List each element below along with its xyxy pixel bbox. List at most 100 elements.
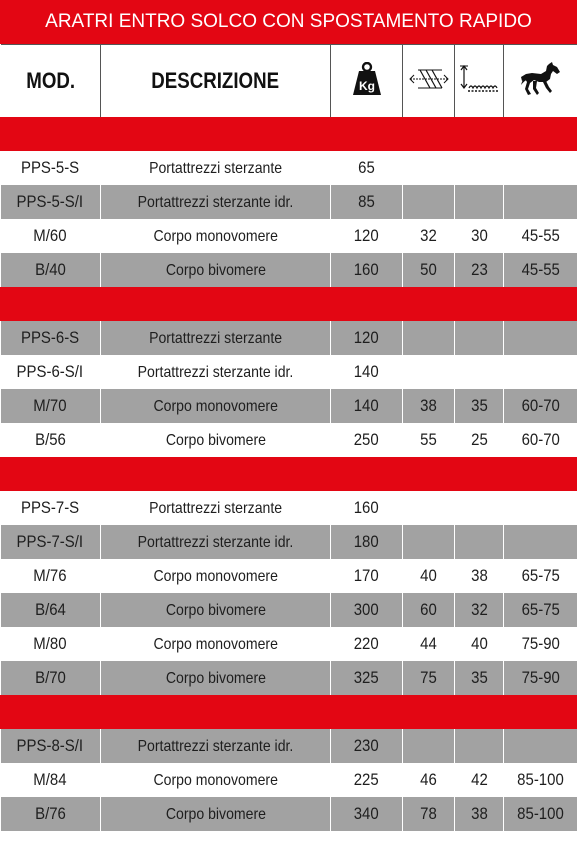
- cell-mod: B/70: [0, 661, 101, 695]
- cell-horsepower-text: 85-100: [517, 770, 564, 789]
- cell-furrow-width: 75: [402, 661, 455, 695]
- group-separator-cell: [402, 695, 455, 729]
- cell-weight-kg-text: 85: [358, 192, 375, 211]
- cell-horsepower: [503, 729, 577, 763]
- cell-mod: PPS-7-S/I: [0, 525, 101, 559]
- cell-descrizione-text: Corpo bivomere: [165, 432, 266, 449]
- table-row: PPS-6-S Portattrezzi sterzante 120: [0, 321, 577, 355]
- cell-weight-kg: 300: [330, 593, 403, 627]
- cell-mod-text: PPS-5-S: [21, 158, 80, 177]
- cell-mod-text: B/70: [34, 668, 66, 687]
- cell-furrow-width-text: 78: [420, 804, 437, 823]
- cell-mod: M/60: [0, 219, 101, 253]
- table-row: PPS-6-S/I Portattrezzi sterzante idr. 140: [0, 355, 577, 389]
- cell-mod-text: PPS-7-S: [21, 498, 80, 517]
- cell-horsepower: [503, 355, 577, 389]
- table-row: B/64 Corpo bivomere 300 60 32 65-75: [0, 593, 577, 627]
- cell-mod-text: PPS-6-S: [21, 328, 80, 347]
- table-row: B/56 Corpo bivomere 250 55 25 60-70: [0, 423, 577, 457]
- group-separator-row: [0, 287, 577, 321]
- cell-mod-text: PPS-7-S/I: [16, 532, 84, 551]
- furrow-width-icon: [408, 66, 450, 97]
- cell-descrizione: Corpo monovomere: [100, 219, 331, 253]
- cell-descrizione-text: Corpo monovomere: [153, 636, 278, 653]
- cell-weight-kg-text: 340: [354, 804, 379, 823]
- cell-descrizione: Corpo bivomere: [100, 253, 331, 287]
- group-separator-cell: [100, 287, 331, 321]
- table-row: M/84 Corpo monovomere 225 46 42 85-100: [0, 763, 577, 797]
- cell-horsepower: 45-55: [503, 253, 577, 287]
- cell-weight-kg: 160: [330, 491, 403, 525]
- cell-furrow-depth: 38: [454, 559, 504, 593]
- cell-mod-text: PPS-6-S/I: [16, 362, 84, 381]
- cell-weight-kg: 120: [330, 219, 403, 253]
- cell-descrizione: Portattrezzi sterzante idr.: [100, 525, 331, 559]
- cell-mod-text: M/80: [33, 634, 67, 653]
- group-separator-cell: [402, 287, 455, 321]
- table-row: M/76 Corpo monovomere 170 40 38 65-75: [0, 559, 577, 593]
- group-separator-cell: [503, 117, 577, 151]
- cell-horsepower-text: 60-70: [521, 396, 560, 415]
- cell-furrow-width: 40: [402, 559, 455, 593]
- cell-descrizione: Portattrezzi sterzante: [100, 151, 331, 185]
- cell-weight-kg-text: 250: [354, 430, 379, 449]
- group-separator-row: [0, 117, 577, 151]
- cell-horsepower-text: 75-90: [521, 668, 560, 687]
- cell-mod: PPS-5-S: [0, 151, 101, 185]
- cell-weight-kg: 170: [330, 559, 403, 593]
- cell-furrow-depth-text: 23: [470, 260, 488, 279]
- cell-descrizione: Corpo bivomere: [100, 593, 331, 627]
- cell-horsepower-text: 45-55: [521, 260, 560, 279]
- cell-weight-kg: 140: [330, 355, 403, 389]
- cell-furrow-width: 60: [402, 593, 455, 627]
- cell-furrow-depth: [454, 525, 504, 559]
- cell-weight-kg-text: 140: [354, 362, 379, 381]
- cell-horsepower: [503, 151, 577, 185]
- cell-furrow-width: 50: [402, 253, 455, 287]
- table-row: PPS-5-S Portattrezzi sterzante 65: [0, 151, 577, 185]
- cell-descrizione-text: Corpo bivomere: [165, 670, 266, 687]
- group-separator-cell: [503, 457, 577, 491]
- weight-kg-icon: Kg: [352, 61, 382, 101]
- cell-horsepower: [503, 491, 577, 525]
- cell-mod: M/76: [0, 559, 101, 593]
- cell-descrizione: Corpo monovomere: [100, 763, 331, 797]
- cell-furrow-width: [402, 729, 455, 763]
- cell-descrizione: Corpo monovomere: [100, 627, 331, 661]
- cell-mod-text: B/76: [34, 804, 66, 823]
- cell-furrow-depth: [454, 491, 504, 525]
- cell-descrizione-text: Portattrezzi sterzante idr.: [137, 364, 294, 381]
- cell-descrizione: Portattrezzi sterzante idr.: [100, 185, 331, 219]
- cell-furrow-width: 44: [402, 627, 455, 661]
- cell-mod: B/56: [0, 423, 101, 457]
- cell-furrow-width-text: 32: [420, 226, 437, 245]
- column-header-mod: MOD.: [0, 44, 101, 117]
- cell-furrow-depth: 32: [454, 593, 504, 627]
- cell-furrow-width: [402, 525, 455, 559]
- descrizione-header-label: DESCRIZIONE: [151, 68, 280, 93]
- cell-weight-kg-text: 160: [354, 260, 379, 279]
- cell-weight-kg: 85: [330, 185, 403, 219]
- cell-horsepower: [503, 525, 577, 559]
- group-separator-cell: [0, 457, 101, 491]
- cell-weight-kg-text: 140: [354, 396, 379, 415]
- cell-descrizione: Corpo bivomere: [100, 661, 331, 695]
- cell-furrow-width: 55: [402, 423, 455, 457]
- group-separator-cell: [454, 695, 504, 729]
- cell-furrow-width-text: 40: [420, 566, 437, 585]
- cell-descrizione-text: Portattrezzi sterzante: [148, 160, 283, 177]
- cell-mod: PPS-7-S: [0, 491, 101, 525]
- cell-mod: PPS-6-S: [0, 321, 101, 355]
- cell-furrow-depth: 40: [454, 627, 504, 661]
- table-row: PPS-7-S Portattrezzi sterzante 160: [0, 491, 577, 525]
- table-row: B/70 Corpo bivomere 325 75 35 75-90: [0, 661, 577, 695]
- table-row: B/76 Corpo bivomere 340 78 38 85-100: [0, 797, 577, 831]
- cell-furrow-width-text: 50: [420, 260, 437, 279]
- cell-furrow-depth-text: 38: [470, 804, 488, 823]
- cell-horsepower: 85-100: [503, 763, 577, 797]
- group-separator-cell: [330, 117, 403, 151]
- cell-weight-kg-text: 300: [354, 600, 379, 619]
- cell-weight-kg-text: 180: [354, 532, 379, 551]
- cell-mod-text: B/56: [34, 430, 66, 449]
- cell-furrow-depth: 25: [454, 423, 504, 457]
